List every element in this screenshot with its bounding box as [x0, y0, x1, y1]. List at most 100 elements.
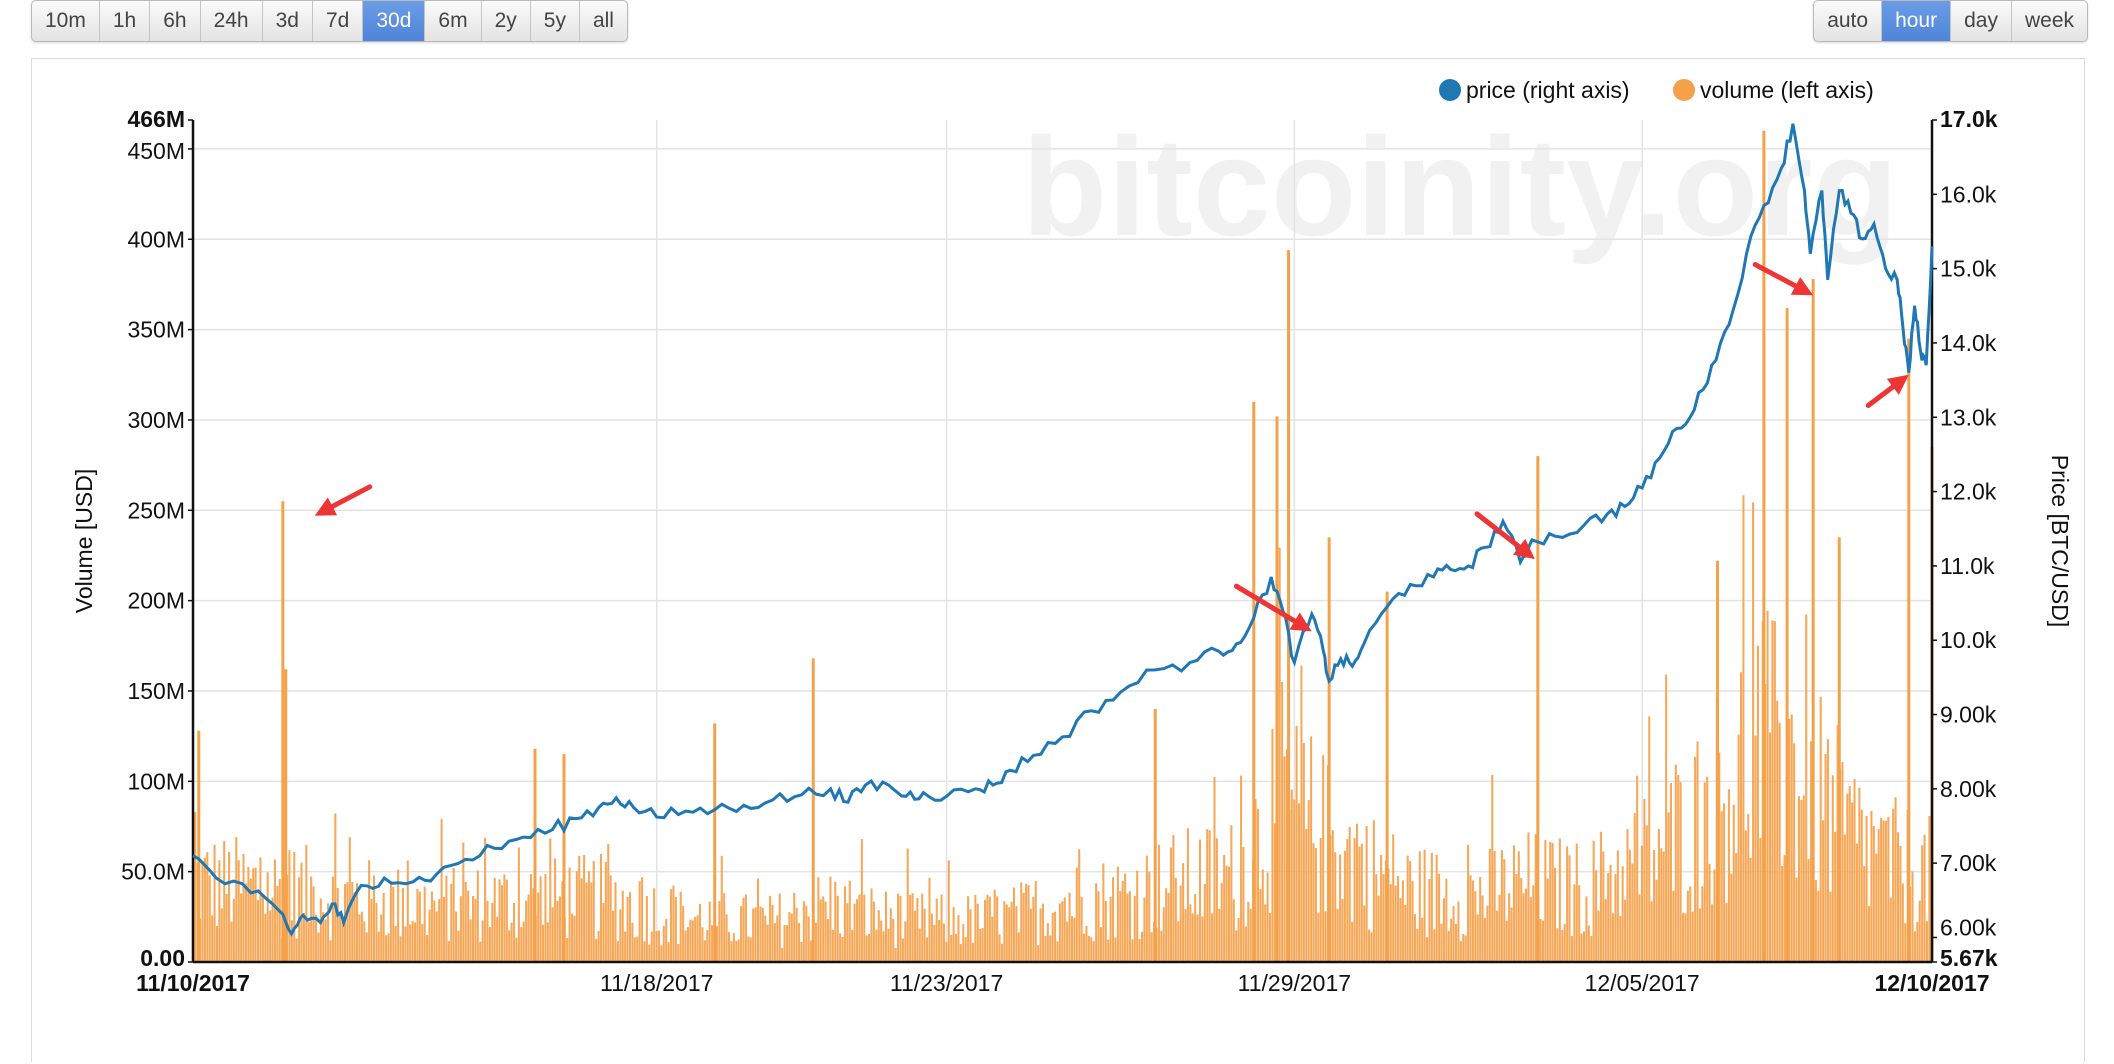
volume-bar: [1800, 799, 1803, 962]
volume-spike: [1716, 560, 1720, 962]
volume-bar: [1643, 798, 1646, 962]
volume-bar: [1017, 932, 1020, 962]
volume-bar: [1887, 816, 1890, 962]
volume-bar: [1425, 937, 1429, 962]
volume-bar: [984, 899, 987, 962]
volume-bar: [527, 894, 530, 962]
resolution-button-auto[interactable]: auto: [1814, 1, 1883, 41]
volume-bar: [955, 933, 958, 962]
legend-item-price[interactable]: price (right axis): [1439, 77, 1630, 103]
y-axis-label-right: Price [BTC/USD]: [2047, 455, 2073, 628]
volume-bar: [240, 893, 243, 962]
arrow-head: [1790, 277, 1814, 296]
volume-bar: [206, 852, 209, 962]
volume-bar: [360, 911, 363, 962]
volume-bar: [1616, 850, 1619, 962]
volume-bar: [1865, 815, 1868, 962]
volume-bar: [788, 911, 791, 962]
volume-bar: [1421, 917, 1424, 962]
volume-bar: [1645, 825, 1648, 962]
volume-bar: [1302, 743, 1305, 962]
volume-bar: [643, 941, 646, 962]
volume-bar: [851, 929, 854, 962]
volume-bar: [462, 842, 465, 962]
volume-bar: [372, 875, 375, 962]
volume-bar: [1788, 718, 1791, 962]
volume-bar: [672, 885, 675, 962]
volume-bar: [959, 944, 962, 962]
volume-bar: [1314, 848, 1317, 962]
legend[interactable]: price (right axis) volume (left axis): [1439, 77, 1874, 103]
volume-bar: [616, 941, 619, 962]
volume-spike: [1252, 401, 1256, 963]
range-button-30d[interactable]: 30d: [363, 1, 426, 41]
volume-bar: [1285, 749, 1288, 962]
volume-bar: [1626, 829, 1629, 962]
range-button-2y[interactable]: 2y: [482, 1, 531, 41]
volume-bar: [276, 886, 279, 962]
volume-bar: [880, 920, 883, 962]
left-tick-label: 350M: [127, 317, 185, 343]
range-button-6h[interactable]: 6h: [150, 1, 201, 41]
volume-bar: [901, 938, 904, 962]
volume-bar: [520, 927, 523, 962]
range-button-all[interactable]: all: [580, 1, 627, 41]
volume-bar: [1131, 939, 1134, 962]
volume-bar: [1609, 864, 1612, 962]
arrow-head: [1513, 538, 1535, 560]
resolution-button-day[interactable]: day: [1951, 1, 2012, 41]
volume-bar: [1307, 800, 1310, 962]
volume-bar: [1102, 863, 1105, 962]
volume-bar: [996, 896, 999, 962]
volume-bar: [1454, 923, 1458, 962]
volume-bar: [1674, 764, 1677, 962]
legend-label: price (right axis): [1466, 77, 1630, 103]
range-button-10m[interactable]: 10m: [32, 1, 100, 41]
range-button-24h[interactable]: 24h: [201, 1, 263, 41]
range-button-5y[interactable]: 5y: [531, 1, 580, 41]
volume-bar: [529, 874, 532, 962]
right-tick-label: 6.00k: [1940, 914, 1997, 940]
arrow-shaft: [1752, 262, 1798, 289]
volume-bar: [971, 942, 974, 962]
volume-bar: [1735, 853, 1738, 962]
volume-bar: [1730, 873, 1733, 962]
volume-bar: [404, 926, 407, 962]
volume-bar: [1853, 779, 1856, 962]
volume-bar: [510, 922, 513, 962]
volume-spike: [1153, 709, 1157, 962]
range-button-3d[interactable]: 3d: [263, 1, 313, 41]
range-button-7d[interactable]: 7d: [313, 1, 364, 41]
volume-bar: [223, 841, 226, 962]
volume-bar: [1083, 933, 1086, 962]
volume-bar: [1208, 830, 1211, 962]
volume-bar: [1428, 878, 1431, 962]
volume-bar: [1237, 918, 1240, 962]
resolution-button-week[interactable]: week: [2012, 1, 2087, 41]
volume-bar: [1389, 884, 1392, 962]
volume-bar: [1686, 890, 1689, 962]
volume-bar: [228, 852, 231, 962]
volume-bar: [1435, 854, 1438, 962]
volume-bar: [1638, 894, 1641, 962]
volume-bar: [1597, 910, 1600, 962]
volume-bar: [1401, 880, 1404, 962]
volume-bar: [452, 867, 455, 962]
volume-bar: [1911, 871, 1914, 962]
range-button-6m[interactable]: 6m: [425, 1, 482, 41]
volume-bar: [1739, 672, 1743, 962]
volume-bar: [962, 924, 965, 962]
volume-bar: [389, 880, 392, 962]
volume-bar: [1196, 914, 1199, 962]
volume-bar: [542, 924, 545, 962]
resolution-button-hour[interactable]: hour: [1882, 1, 1952, 41]
volume-bar: [1247, 901, 1250, 962]
volume-bar: [612, 910, 615, 962]
volume-bar: [1795, 877, 1798, 962]
volume-bar: [503, 874, 506, 962]
volume-bar: [1230, 825, 1233, 962]
volume-bar: [537, 892, 540, 962]
legend-item-volume[interactable]: volume (left axis): [1673, 77, 1874, 103]
range-button-1h[interactable]: 1h: [100, 1, 151, 41]
volume-bar: [341, 918, 344, 962]
